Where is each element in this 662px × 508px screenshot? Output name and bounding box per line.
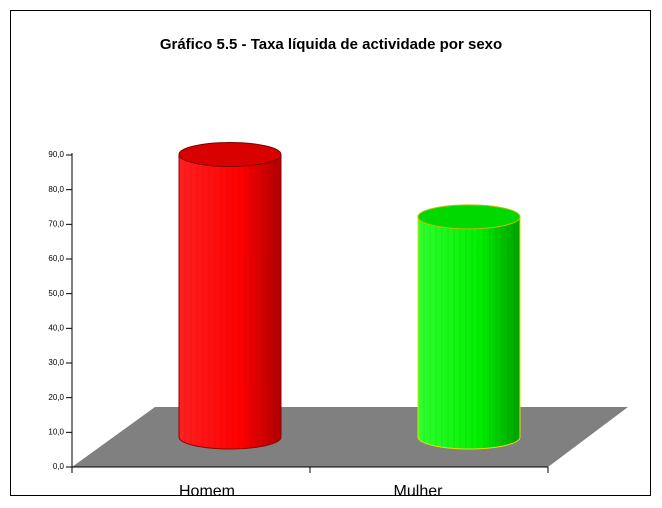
cylinder: [178, 141, 282, 450]
x-tick-label: Mulher: [394, 483, 444, 500]
y-tick-label: 30,0: [48, 358, 64, 367]
cylinder-top: [178, 141, 282, 167]
x-tick-label: Homem: [179, 483, 235, 500]
y-tick-label: 40,0: [48, 323, 64, 332]
y-tick-label: 20,0: [48, 393, 64, 402]
y-tick-label: 80,0: [48, 185, 64, 194]
cylinder-body: [417, 216, 521, 450]
cylinder: [417, 204, 521, 450]
y-tick-label: 0,0: [53, 462, 65, 471]
floor: [72, 407, 628, 467]
y-tick-label: 50,0: [48, 289, 64, 298]
y-tick-label: 90,0: [48, 150, 64, 159]
y-tick-label: 70,0: [48, 219, 64, 228]
y-tick-label: 60,0: [48, 254, 64, 263]
y-tick-label: 10,0: [48, 427, 64, 436]
cylinder-body: [178, 153, 282, 450]
chart-title: Gráfico 5.5 - Taxa líquida de actividade…: [160, 36, 502, 53]
cylinder-top: [417, 204, 521, 230]
